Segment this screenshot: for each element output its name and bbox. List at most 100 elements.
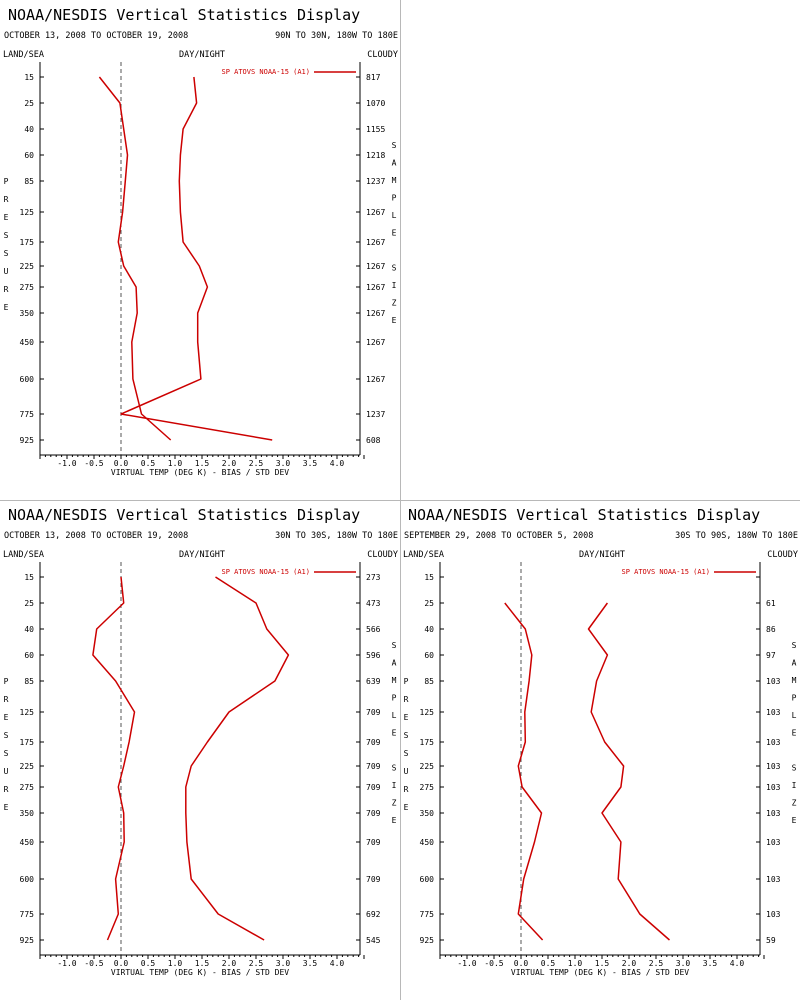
sample-size-label: 103	[766, 875, 781, 884]
pressure-level-label: 275	[420, 783, 435, 792]
chart-svg: NOAA/NESDIS Vertical Statistics Display S…	[403, 506, 798, 977]
x-tick-label: 2.0	[222, 959, 237, 968]
pressure-level-label: 600	[20, 375, 35, 384]
right-axis-label-letter: E	[792, 816, 797, 825]
sample-size-label: 709	[366, 708, 381, 717]
std-dev-series-line	[120, 76, 273, 441]
sample-size-label: 86	[766, 625, 776, 634]
sample-size-label: 273	[366, 573, 381, 582]
x-tick-label: 1.5	[195, 459, 210, 468]
sample-size-label: 709	[366, 809, 381, 818]
x-tick-label: 3.5	[303, 459, 318, 468]
bias-series-line	[504, 602, 544, 941]
sample-size-label: 1070	[366, 99, 385, 108]
sample-size-label: 709	[366, 762, 381, 771]
std-dev-series-line	[587, 602, 670, 941]
right-axis-label-letter: S	[792, 641, 797, 650]
right-axis-label-letter: M	[392, 676, 397, 685]
y-axis-label-letter: R	[4, 285, 9, 294]
y-axis-label-letter: E	[4, 303, 9, 312]
sample-size-label: 596	[366, 651, 381, 660]
pressure-level-label: 175	[20, 738, 35, 747]
x-tick-label: 3.0	[276, 459, 291, 468]
sample-size-label: 103	[766, 910, 781, 919]
pressure-level-label: 925	[20, 436, 35, 445]
x-tick-label: 1.0	[168, 459, 183, 468]
chart-panel-90n-30n: NOAA/NESDIS Vertical Statistics Display O…	[0, 0, 400, 500]
x-tick-label: 0.5	[141, 959, 156, 968]
right-axis-label-letter: Z	[392, 799, 397, 808]
x-tick-label: 0.0	[114, 459, 129, 468]
corner-cloudy: CLOUDY	[367, 50, 398, 60]
horizontal-divider	[0, 500, 800, 501]
sample-size-label: 1267	[366, 283, 385, 292]
y-axis-label-letter: E	[4, 803, 9, 812]
pressure-level-label: 350	[20, 309, 35, 318]
sample-size-label: 1267	[366, 208, 385, 217]
pressure-level-label: 925	[420, 936, 435, 945]
pressure-level-label: 40	[24, 625, 34, 634]
sample-size-label: 709	[366, 738, 381, 747]
y-axis-label-letter: U	[404, 767, 409, 776]
sample-size-label: 1267	[366, 338, 385, 347]
pressure-level-label: 25	[424, 599, 434, 608]
pressure-level-label: 350	[420, 809, 435, 818]
pressure-level-label: 925	[20, 936, 35, 945]
sample-size-label: 608	[366, 436, 381, 445]
right-axis-label-letter: E	[392, 816, 397, 825]
y-axis-label-letter: R	[4, 785, 9, 794]
x-axis-label: VIRTUAL TEMP (DEG K) - BIAS / STD DEV	[511, 968, 689, 977]
right-axis-label-letter: S	[392, 641, 397, 650]
right-axis-label-letter: L	[392, 211, 397, 220]
right-axis-label-letter: L	[392, 711, 397, 720]
x-tick-label: 3.5	[703, 959, 718, 968]
sample-size-label: 1267	[366, 238, 385, 247]
pressure-level-label: 225	[20, 762, 35, 771]
right-axis-label-letter: E	[392, 316, 397, 325]
sample-size-label: 692	[366, 910, 381, 919]
chart-panel-30n-30s: NOAA/NESDIS Vertical Statistics Display O…	[0, 500, 400, 1000]
sample-size-label: 103	[766, 677, 781, 686]
sample-size-label: 103	[766, 762, 781, 771]
x-tick-label: 4.0	[730, 959, 745, 968]
x-tick-label: 0.5	[141, 459, 156, 468]
right-axis-label-letter: P	[392, 694, 397, 703]
y-axis-label-letter: E	[404, 713, 409, 722]
x-tick-label: 2.5	[649, 959, 664, 968]
sample-size-label: 566	[366, 625, 381, 634]
sample-size-label: 817	[366, 73, 381, 82]
y-axis-label-letter: S	[404, 749, 409, 758]
chart-svg: NOAA/NESDIS Vertical Statistics Display O…	[3, 6, 398, 477]
bias-series-line	[92, 576, 136, 941]
chart-svg: NOAA/NESDIS Vertical Statistics Display O…	[3, 506, 398, 977]
right-axis-label-letter: L	[792, 711, 797, 720]
sample-size-label: 545	[366, 936, 381, 945]
pressure-level-label: 15	[24, 573, 34, 582]
pressure-level-label: 60	[24, 651, 34, 660]
right-axis-label-letter: S	[392, 264, 397, 273]
pressure-level-label: 15	[424, 573, 434, 582]
pressure-level-label: 15	[24, 73, 34, 82]
x-tick-label: -1.0	[457, 959, 476, 968]
corner-land-sea: LAND/SEA	[3, 550, 44, 560]
y-axis-label-letter: S	[4, 249, 9, 258]
x-tick-label: 3.0	[676, 959, 691, 968]
y-axis-label-letter: S	[4, 731, 9, 740]
std-dev-series-line	[185, 576, 290, 941]
x-tick-label: 1.5	[595, 959, 610, 968]
x-tick-label: 1.0	[168, 959, 183, 968]
x-tick-label: -1.0	[57, 959, 76, 968]
y-axis-label-letter: P	[404, 677, 409, 686]
chart-title: NOAA/NESDIS Vertical Statistics Display	[8, 6, 360, 24]
pressure-level-label: 225	[20, 262, 35, 271]
right-axis-label-letter: E	[792, 729, 797, 738]
sample-size-label: 103	[766, 708, 781, 717]
pressure-level-label: 175	[20, 238, 35, 247]
right-axis-label-letter: I	[792, 781, 797, 790]
y-axis-label-letter: R	[404, 785, 409, 794]
x-tick-label: 0.5	[541, 959, 556, 968]
right-axis-label-letter: A	[392, 159, 397, 168]
pressure-level-label: 40	[424, 625, 434, 634]
chart-date-range: OCTOBER 13, 2008 TO OCTOBER 19, 2008	[4, 31, 188, 41]
x-tick-label: 2.5	[249, 459, 264, 468]
